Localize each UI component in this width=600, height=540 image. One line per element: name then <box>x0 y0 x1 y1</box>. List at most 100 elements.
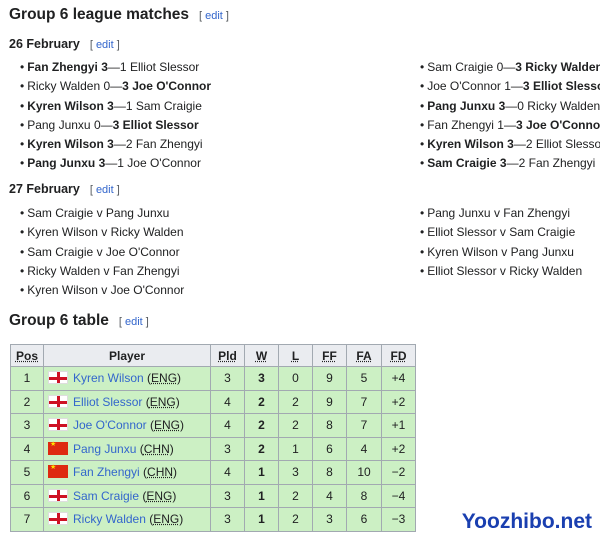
player-cell: Fan Zhengyi (CHN) <box>43 460 211 485</box>
side-2: 3 Joe O'Connor <box>122 79 211 93</box>
column-header: Pld <box>210 344 245 367</box>
pos-cell: 4 <box>10 436 44 461</box>
header-text: FF <box>322 348 337 363</box>
country-code: CHN <box>147 465 174 480</box>
country-code: ENG <box>151 371 178 386</box>
score-1: 3 <box>107 98 114 113</box>
header-text: Pld <box>218 348 237 363</box>
player-1: Pang Junxu <box>27 117 91 132</box>
table-title-text: Group 6 table <box>9 312 109 329</box>
match-item: Sam Craigie 3—2 Fan Zhengyi <box>420 154 600 173</box>
player-2: Ricky Walden <box>525 60 600 74</box>
country-code: ENG <box>154 418 181 433</box>
match-item: Sam Craigie 0—3 Ricky Walden <box>420 58 600 77</box>
side-1: Kyren Wilson 3 <box>27 99 114 113</box>
header-text: L <box>291 348 300 363</box>
player-2: Fan Zhengyi <box>135 137 203 152</box>
country-code: ENG <box>149 394 176 409</box>
column-header: Player <box>43 344 211 367</box>
edit-link[interactable]: edit <box>124 316 143 328</box>
score-2: 3 <box>515 117 523 132</box>
player-1: Pang Junxu <box>427 206 491 220</box>
header-text: FD <box>390 348 407 363</box>
player-1: Sam Craigie <box>27 244 94 259</box>
player-2: Pang Junxu <box>105 206 170 220</box>
score-1: 1 <box>504 79 511 94</box>
player-2: Ricky Walden <box>509 263 583 278</box>
w-cell: 2 <box>244 389 279 414</box>
score-2: 0 <box>517 98 524 113</box>
player-1: Elliot Slessor <box>427 225 497 240</box>
player-link[interactable]: Kyren Wilson <box>73 371 144 386</box>
edit-link[interactable]: edit <box>205 10 223 22</box>
player-1: Sam Craigie <box>427 156 497 171</box>
player-link[interactable]: Pang Junxu <box>73 441 137 456</box>
side-2: 3 Joe O'Connor <box>516 118 600 132</box>
match-item: Kyren Wilson v Ricky Walden <box>20 223 184 242</box>
watermark: Yoozhibo.net <box>461 510 592 533</box>
match-list-left: Sam Craigie v Pang JunxuKyren Wilson v R… <box>20 204 184 300</box>
player-link[interactable]: Elliot Slessor <box>73 394 143 409</box>
score-1: 3 <box>107 137 114 152</box>
date-text: 27 February <box>9 182 80 196</box>
fd-cell: −3 <box>381 507 416 532</box>
match-item: Sam Craigie v Joe O'Connor <box>20 243 184 262</box>
pld-cell: 3 <box>210 483 245 508</box>
side-2: 1 Sam Craigie <box>126 99 202 113</box>
table-row: 2 Elliot Slessor (ENG) 4 2 2 9 7 +2 <box>10 389 416 414</box>
score-1: 3 <box>507 137 514 152</box>
edit-link[interactable]: edit <box>95 184 114 196</box>
country-code: ENG <box>146 488 173 503</box>
score-1: 3 <box>499 156 507 171</box>
section-title: Group 6 league matches[edit] <box>9 6 229 23</box>
player-link[interactable]: Joe O'Connor <box>73 418 147 433</box>
player-2: Joe O'Connor <box>525 117 600 132</box>
l-cell: 2 <box>278 507 313 532</box>
side-1: Kyren Wilson 3 <box>27 137 114 151</box>
ff-cell: 9 <box>312 389 347 414</box>
ff-cell: 9 <box>312 366 347 391</box>
table-title: Group 6 table[edit] <box>9 312 149 329</box>
fd-cell: +1 <box>381 413 416 438</box>
player-cell: Ricky Walden (ENG) <box>43 507 211 532</box>
score-1: 0 <box>103 79 111 94</box>
player-2: Ricky Walden <box>110 225 184 240</box>
score-2: 3 <box>515 60 522 74</box>
side-2: 2 Elliot Slessor <box>526 137 600 151</box>
w-cell: 2 <box>244 413 279 438</box>
player-2: Sam Craigie <box>135 98 202 113</box>
player-2: Sam Craigie <box>509 225 576 240</box>
side-2: 2 Fan Zhengyi <box>519 156 596 170</box>
player-link[interactable]: Sam Craigie <box>73 488 140 503</box>
england-flag-icon <box>48 488 68 502</box>
versus: v <box>501 244 508 259</box>
side-1: Sam Craigie 0 <box>427 60 503 74</box>
table-row: 6 Sam Craigie (ENG) 3 1 2 4 8 −4 <box>10 483 416 508</box>
fa-cell: 7 <box>346 389 382 414</box>
fa-cell: 10 <box>346 460 382 485</box>
player-2: Ricky Walden <box>527 98 600 113</box>
column-header: FF <box>312 344 347 367</box>
side-1: Joe O'Connor 1 <box>427 79 511 93</box>
fd-cell: −4 <box>381 483 416 508</box>
player-1: Kyren Wilson <box>27 137 104 152</box>
pos-cell: 3 <box>10 413 44 438</box>
side-2: 3 Elliot Slessor <box>523 79 600 93</box>
side-1: Pang Junxu 3 <box>427 99 505 113</box>
edit-link[interactable]: edit <box>95 39 114 51</box>
player-link[interactable]: Fan Zhengyi <box>73 465 140 480</box>
fa-cell: 5 <box>346 366 382 391</box>
l-cell: 2 <box>278 483 313 508</box>
country-code: CHN <box>143 441 170 456</box>
pld-cell: 4 <box>210 460 245 485</box>
w-cell: 2 <box>244 436 279 461</box>
score-2: 2 <box>125 137 133 152</box>
player-link[interactable]: Ricky Walden <box>73 512 146 527</box>
england-flag-icon <box>48 418 68 432</box>
l-cell: 1 <box>278 436 313 461</box>
player-2: Joe O'Connor <box>110 283 185 298</box>
side-2: 1 Joe O'Connor <box>117 156 201 170</box>
date-heading: 27 February[edit] <box>9 182 120 196</box>
